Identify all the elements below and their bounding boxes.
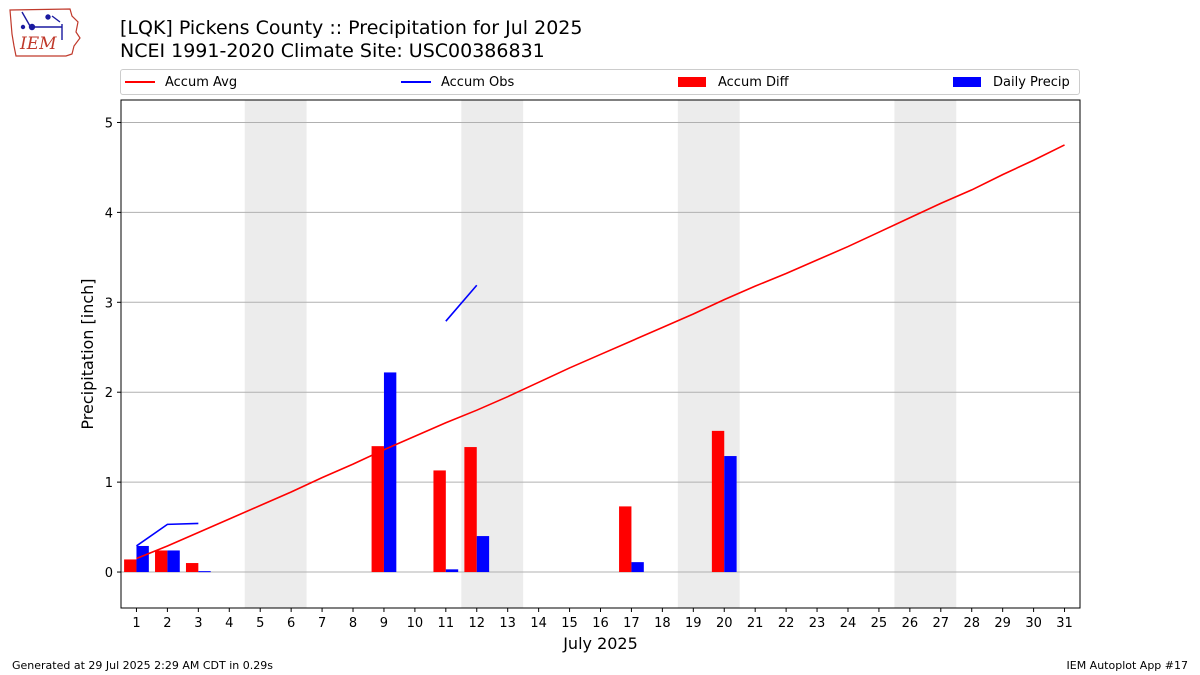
daily-precip-bar-day-2 (167, 550, 180, 573)
lines (136, 144, 1065, 560)
x-tick-label-26: 26 (902, 616, 919, 631)
x-tick-label-29: 29 (994, 616, 1011, 631)
y-tick-label-1: 1 (105, 476, 113, 491)
generated-timestamp: Generated at 29 Jul 2025 2:29 AM CDT in … (12, 659, 273, 672)
x-tick-label-27: 27 (933, 616, 950, 631)
x-tick-label-3: 3 (194, 616, 202, 631)
accum-diff-bar-day-12 (464, 447, 477, 573)
legend-label-accum-avg: Accum Avg (165, 74, 238, 90)
legend-daily-precip: Daily Precip (953, 70, 1070, 94)
x-tick-label-22: 22 (778, 616, 795, 631)
bars (124, 372, 737, 573)
weekend-band-1 (244, 100, 307, 608)
daily-precip-bar-day-3 (198, 571, 211, 573)
accum-diff-bar-day-20 (711, 430, 725, 573)
accum-obs-line-segment-1 (136, 522, 199, 547)
logo-text: IEM (19, 34, 57, 54)
legend-label-accum-diff: Accum Diff (718, 74, 789, 90)
legend-accum-avg: Accum Avg (125, 70, 237, 94)
plot-frame (120, 99, 1081, 609)
accum-diff-bar-day-2 (155, 550, 168, 573)
x-tick-label-11: 11 (438, 616, 455, 631)
x-tick-label-25: 25 (871, 616, 888, 631)
x-axis-ticks: 1 2 3 4 5 6 7 8 9 10 11 12 13 14 15 16 17 18 19 20 21 22 23 24 2… (132, 608, 1073, 631)
chart-subtitle: NCEI 1991-2020 Climate Site: USC00386831 (120, 40, 545, 62)
x-tick-label-5: 5 (256, 616, 264, 631)
daily-precip-bar-day-1 (136, 545, 149, 573)
x-tick-label-10: 10 (407, 616, 424, 631)
x-tick-label-17: 17 (623, 616, 640, 631)
legend-accum-obs: Accum Obs (401, 70, 514, 94)
accum-diff-bar-day-3 (185, 563, 199, 573)
daily-precip-bar-day-11 (445, 569, 459, 573)
accum-diff-bar-day-1 (124, 559, 137, 573)
x-tick-label-12: 12 (468, 616, 485, 631)
y-tick-label-0: 0 (105, 566, 113, 581)
iem-logo: IEM (9, 8, 81, 57)
legend-swatch-accum-obs (401, 81, 431, 83)
weekend-band-4 (894, 100, 957, 608)
chart-legend: Accum Avg Accum Obs Accum Diff Daily Pre… (120, 69, 1080, 95)
accum-avg-line (136, 144, 1065, 560)
x-tick-label-13: 13 (499, 616, 516, 631)
x-tick-label-20: 20 (716, 616, 733, 631)
x-tick-label-31: 31 (1056, 616, 1073, 631)
weather-instruments-icon (20, 11, 63, 40)
daily-precip-bar-day-9 (383, 372, 397, 573)
daily-precip-bar-day-12 (476, 536, 490, 573)
daily-precip-bar-day-17 (631, 562, 644, 573)
x-tick-label-15: 15 (561, 616, 578, 631)
chart-title: [LQK] Pickens County :: Precipitation fo… (120, 17, 583, 39)
x-tick-label-16: 16 (592, 616, 609, 631)
x-tick-label-30: 30 (1025, 616, 1042, 631)
x-tick-label-18: 18 (654, 616, 671, 631)
x-tick-label-8: 8 (349, 616, 357, 631)
x-tick-label-6: 6 (287, 616, 295, 631)
daily-precip-bar-day-20 (724, 456, 737, 573)
app-credit: IEM Autoplot App #17 (1066, 659, 1189, 672)
gridlines (121, 121, 1080, 573)
x-tick-label-2: 2 (163, 616, 171, 631)
x-tick-label-24: 24 (840, 616, 857, 631)
x-tick-label-7: 7 (318, 616, 326, 631)
weekend-band-3 (677, 100, 740, 608)
legend-label-daily-precip: Daily Precip (993, 74, 1070, 90)
legend-label-accum-obs: Accum Obs (441, 74, 515, 90)
y-tick-label-5: 5 (105, 116, 113, 131)
y-axis-ticks: 0 1 2 3 4 5 (105, 116, 121, 581)
legend-accum-diff: Accum Diff (678, 70, 789, 94)
y-axis-label: Precipitation [inch] (78, 278, 97, 429)
x-tick-label-9: 9 (380, 616, 388, 631)
accum-diff-bar-day-17 (619, 506, 632, 573)
legend-swatch-accum-avg (125, 81, 155, 83)
accum-diff-bar-day-11 (433, 470, 446, 573)
legend-swatch-daily-precip (953, 77, 981, 87)
weekend-shading (244, 100, 957, 608)
x-tick-label-1: 1 (132, 616, 140, 631)
accum-obs-line-segment-2 (445, 284, 478, 322)
x-tick-label-19: 19 (685, 616, 702, 631)
x-axis-label: July 2025 (562, 634, 638, 653)
x-tick-label-28: 28 (963, 616, 980, 631)
y-tick-label-3: 3 (105, 296, 113, 311)
legend-swatch-accum-diff (678, 77, 706, 87)
x-tick-label-4: 4 (225, 616, 233, 631)
x-tick-label-23: 23 (809, 616, 826, 631)
x-tick-label-14: 14 (530, 616, 547, 631)
y-tick-label-2: 2 (105, 386, 113, 401)
weekend-band-2 (461, 100, 524, 608)
x-tick-label-21: 21 (747, 616, 764, 631)
accum-diff-bar-day-9 (371, 446, 384, 573)
y-tick-label-4: 4 (105, 206, 113, 221)
